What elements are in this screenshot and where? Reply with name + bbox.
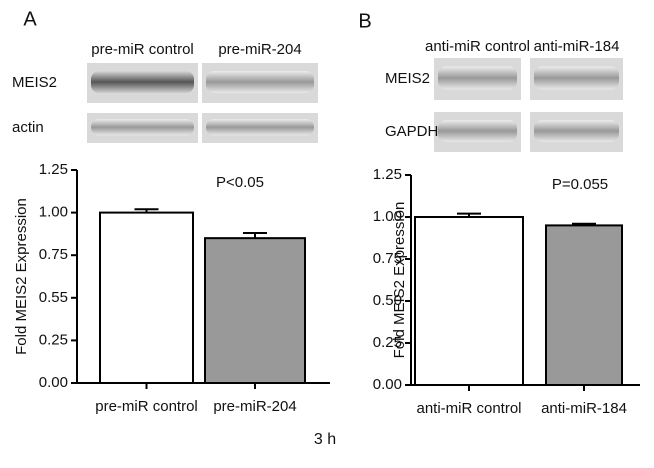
annotation: P<0.05	[216, 174, 264, 191]
lane-label: pre-miR-204	[218, 41, 301, 58]
bar	[204, 237, 306, 384]
blot-row-label: GAPDH	[385, 123, 438, 140]
x-tick-label: pre-miR control	[95, 398, 198, 415]
x-tick-label: anti-miR-184	[541, 400, 627, 417]
blot-band	[91, 119, 194, 136]
panel-label: A	[23, 8, 37, 30]
blot-band	[438, 66, 517, 90]
y-tick-label: 1.25	[39, 161, 68, 178]
lane-label: anti-miR control	[425, 38, 530, 55]
y-tick-label: 0.25	[39, 331, 68, 348]
lane-label: anti-miR-184	[534, 38, 620, 55]
bar	[99, 211, 194, 384]
y-axis-title: Fold MEIS2 Expression	[391, 202, 408, 359]
blot-band	[206, 71, 314, 93]
panel-label: B	[358, 10, 371, 32]
bar	[545, 224, 623, 386]
x-tick-label: anti-miR control	[416, 400, 521, 417]
blot-band	[91, 71, 194, 93]
blot-band	[438, 120, 517, 142]
y-axis-title: Fold MEIS2 Expression	[13, 198, 30, 355]
x-tick-label: pre-miR-204	[213, 398, 296, 415]
blot-band	[534, 120, 619, 142]
y-tick-label: 0.50	[373, 292, 402, 309]
caption: 3 h	[314, 431, 336, 448]
y-tick-label: 0.00	[39, 374, 68, 391]
y-tick-label: 0.75	[373, 250, 402, 267]
y-tick-label: 1.00	[39, 204, 68, 221]
y-tick-label: 0.00	[373, 376, 402, 393]
y-tick-label: 0.75	[39, 246, 68, 263]
blot-row-label: MEIS2	[385, 70, 430, 87]
y-tick-label: 0.25	[373, 334, 402, 351]
y-tick-label: 1.00	[373, 208, 402, 225]
blot-row-label: MEIS2	[12, 74, 57, 91]
lane-label: pre-miR control	[91, 41, 194, 58]
annotation: P=0.055	[552, 176, 608, 193]
blot-band	[534, 66, 619, 90]
blot-band	[206, 119, 314, 136]
blot-row-label: actin	[12, 119, 44, 136]
y-tick-label: 1.25	[373, 166, 402, 183]
bar	[414, 216, 524, 386]
y-tick-label: 0.55	[39, 289, 68, 306]
